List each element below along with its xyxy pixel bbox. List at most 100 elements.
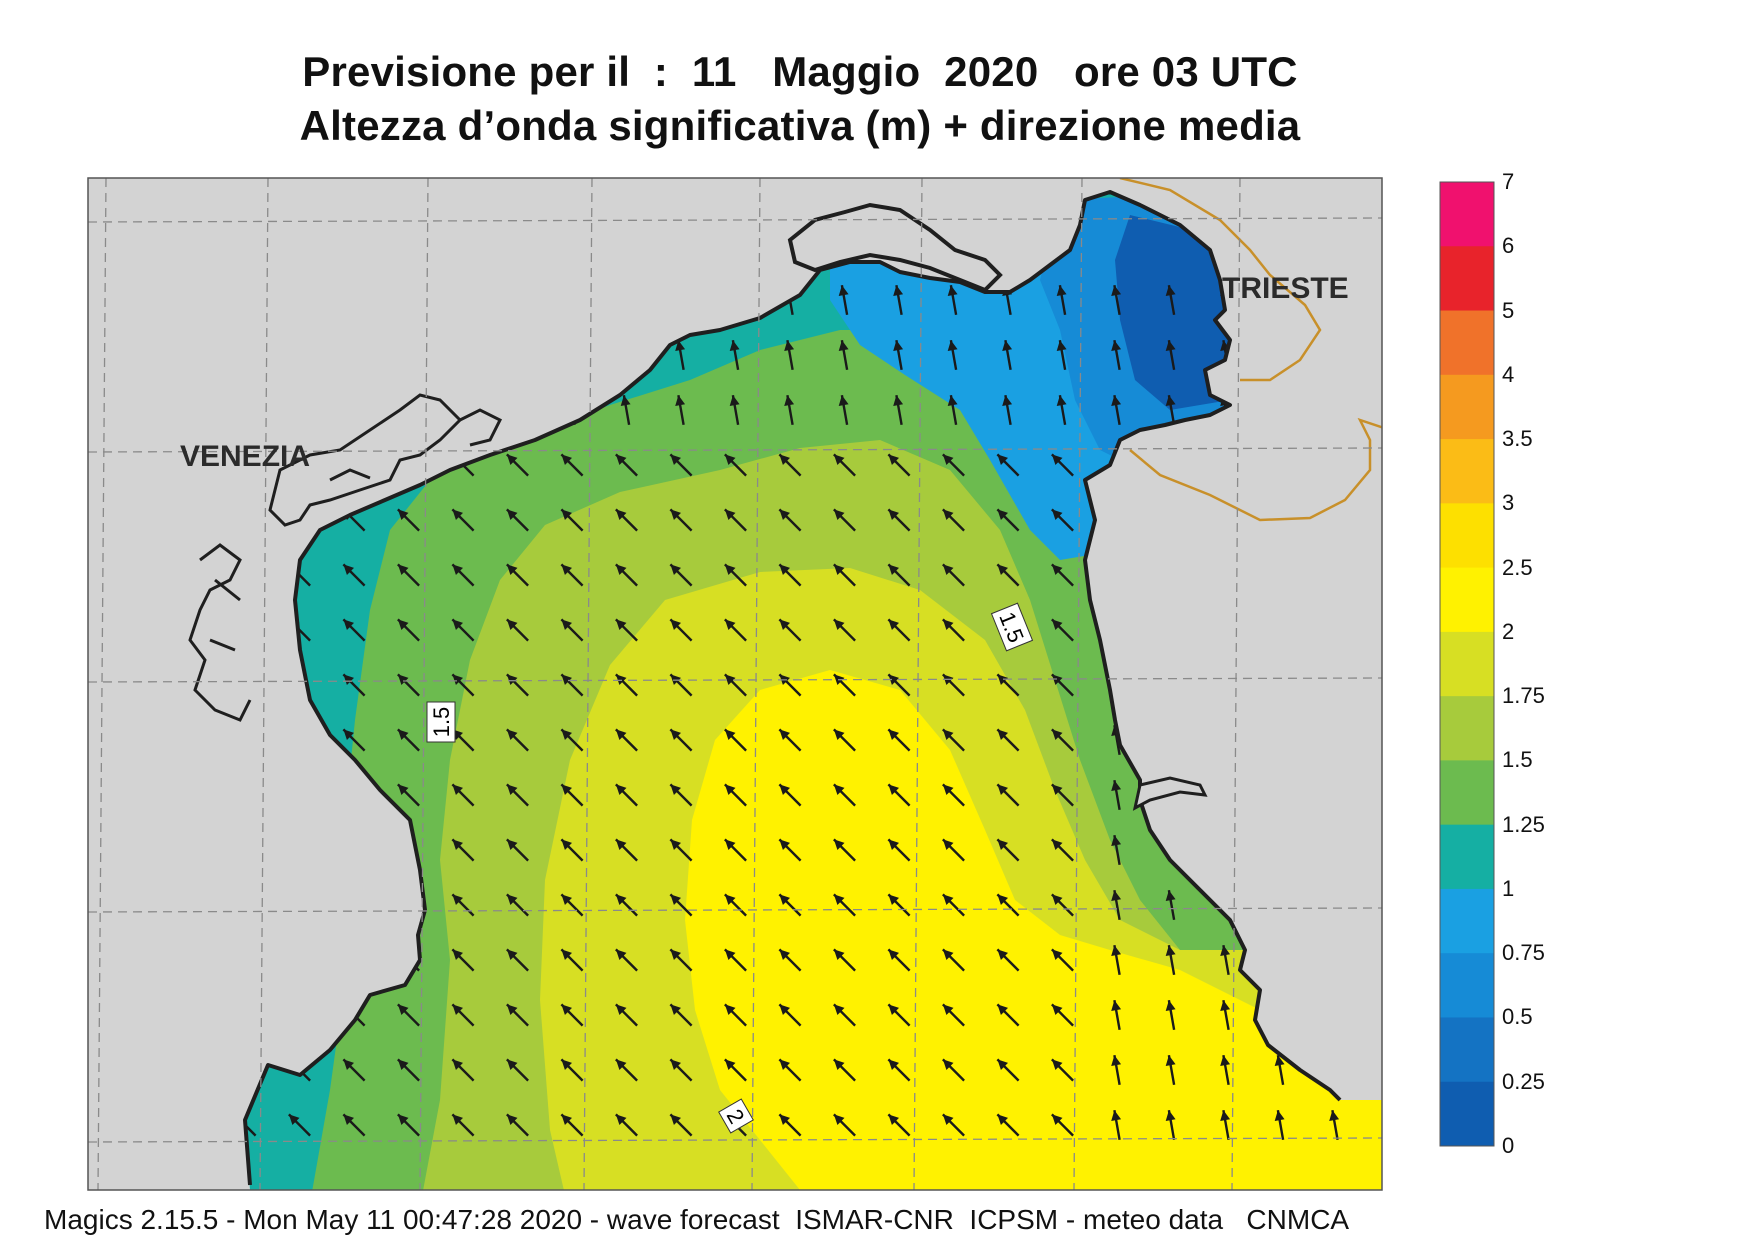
- wave-arrow: [724, 1058, 747, 1082]
- wave-arrow: [1384, 945, 1394, 975]
- wave-arrow: [1384, 615, 1394, 645]
- wave-arrow: [778, 838, 802, 862]
- wave-arrow: [887, 508, 911, 532]
- wave-arrow: [996, 893, 1020, 917]
- wave-arrow: [942, 1003, 965, 1027]
- colorbar-tick-label: 3.5: [1502, 426, 1533, 452]
- colorbar-swatch: [1440, 696, 1494, 761]
- wave-arrow: [996, 673, 1020, 697]
- footer-credits: Magics 2.15.5 - Mon May 11 00:47:28 2020…: [44, 1204, 1350, 1235]
- colorbar-swatch: [1440, 953, 1494, 1018]
- wave-arrow: [342, 673, 366, 697]
- wave-arrow: [893, 285, 904, 315]
- wave-arrow: [942, 783, 965, 807]
- wave-arrow: [1220, 1055, 1231, 1085]
- wave-arrow: [1384, 1055, 1394, 1085]
- wave-arrow: [506, 948, 529, 972]
- wave-arrow: [887, 618, 911, 642]
- wave-arrow: [1384, 450, 1394, 480]
- wave-arrow: [615, 893, 638, 917]
- grado-islands: [787, 202, 1003, 293]
- wave-arrow: [1111, 780, 1122, 810]
- wave-arrow: [1165, 1110, 1176, 1140]
- wave-arrow: [669, 1058, 693, 1082]
- colorbar-tick-label: 5: [1502, 297, 1515, 323]
- wave-arrow: [506, 838, 529, 862]
- wave-arrow: [342, 1113, 366, 1137]
- wave-arrow: [778, 1003, 802, 1027]
- wave-arrow: [615, 563, 638, 587]
- wave-arrow: [615, 728, 638, 752]
- wave-arrow: [451, 948, 475, 972]
- wave-arrow: [1165, 285, 1176, 315]
- colorbar-tick-label: 0.75: [1502, 940, 1545, 966]
- colorbar-swatch: [1440, 310, 1494, 376]
- wave-arrow: [1384, 670, 1394, 700]
- wave-arrow: [560, 453, 584, 477]
- wave-arrow: [615, 948, 638, 972]
- colorbar-swatch: [1440, 1017, 1494, 1083]
- wave-arrow: [838, 285, 849, 315]
- wave-arrow: [1220, 945, 1231, 975]
- wave-arrow: [942, 728, 965, 752]
- wave-arrow: [1002, 395, 1013, 425]
- wave-arrow: [724, 508, 747, 532]
- wave-arrow: [942, 1113, 965, 1137]
- wave-arrow: [397, 673, 420, 697]
- wave-arrow: [724, 728, 747, 752]
- wave-arrow: [669, 838, 693, 862]
- wave-arrow: [1274, 1110, 1285, 1140]
- wave-arrow: [833, 508, 856, 532]
- wave-arrow: [397, 563, 420, 587]
- wave-arrow: [669, 728, 693, 752]
- wave-arrow: [506, 1003, 529, 1027]
- wave-arrow: [342, 618, 366, 642]
- wave-arrow: [833, 1003, 856, 1027]
- wave-arrow: [1384, 1000, 1394, 1030]
- wave-arrow: [833, 1113, 856, 1137]
- wave-arrow: [506, 893, 529, 917]
- wave-arrow: [506, 728, 529, 752]
- wave-arrow: [669, 563, 693, 587]
- colorbar-tick-label: 1: [1502, 875, 1515, 901]
- wave-arrow: [1111, 835, 1122, 865]
- wave-arrow: [1220, 1110, 1231, 1140]
- wave-arrow: [778, 453, 802, 477]
- wave-arrow: [1051, 508, 1074, 532]
- wave-arrow: [778, 508, 802, 532]
- wave-arrow: [833, 728, 856, 752]
- wave-arrow: [560, 673, 584, 697]
- colorbar-tick-label: 2.5: [1502, 554, 1533, 580]
- wave-arrow: [1111, 945, 1122, 975]
- wave-arrow: [1165, 395, 1176, 425]
- wave-arrow: [833, 618, 856, 642]
- colorbar-tick-label: 3: [1502, 490, 1515, 516]
- wave-arrow: [996, 783, 1020, 807]
- wave-arrow: [245, 1113, 257, 1137]
- wave-arrow: [1165, 340, 1176, 370]
- wave-arrow: [615, 453, 638, 477]
- wave-arrow: [397, 728, 420, 752]
- wave-arrow: [887, 1113, 911, 1137]
- wave-arrow: [996, 453, 1020, 477]
- venice-lagoon-islands: [268, 393, 463, 527]
- wave-arrow: [1111, 890, 1122, 920]
- colorbar-swatch: [1440, 246, 1494, 312]
- wave-arrow: [996, 1113, 1020, 1137]
- wave-arrow: [1051, 618, 1074, 642]
- border-line: [1119, 178, 1382, 522]
- wave-arrow: [1111, 1000, 1122, 1030]
- wave-arrow: [560, 728, 584, 752]
- wave-arrow: [996, 1058, 1020, 1082]
- wave-arrow: [729, 395, 740, 425]
- wave-arrow: [451, 618, 475, 642]
- wave-arrow: [615, 1003, 638, 1027]
- wave-arrow: [1165, 890, 1176, 920]
- wave-arrow: [942, 563, 965, 587]
- wave-arrow: [506, 1113, 529, 1137]
- wave-arrow: [1384, 560, 1394, 590]
- wave-arrow: [1384, 285, 1394, 315]
- wave-arrow: [784, 340, 795, 370]
- wave-arrow: [1111, 285, 1122, 315]
- wave-arrow: [1111, 1055, 1122, 1085]
